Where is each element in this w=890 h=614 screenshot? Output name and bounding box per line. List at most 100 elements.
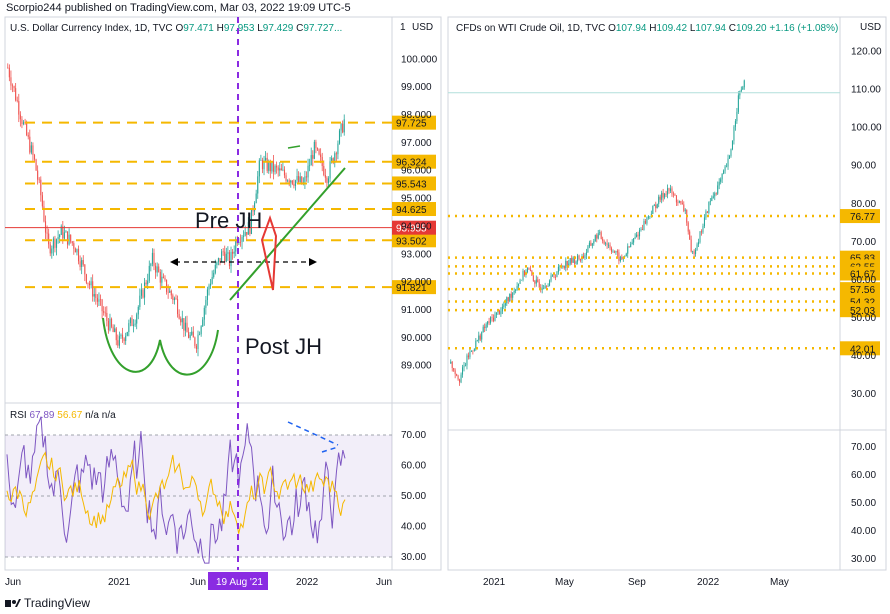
- right-change: +1.16 (+1.08%): [769, 23, 839, 34]
- right-candle: [575, 261, 577, 264]
- left-candle: [217, 258, 219, 263]
- right-rsi-tick: 30.00: [851, 554, 876, 565]
- right-candle: [610, 248, 613, 252]
- left-candle: [335, 153, 337, 155]
- left-candle: [323, 165, 325, 176]
- range-arrow-left-icon: [170, 258, 178, 266]
- right-candle: [677, 202, 679, 203]
- right-level-badge: [840, 303, 880, 318]
- left-candle: [142, 289, 144, 298]
- left-candle: [117, 340, 119, 346]
- left-open: 97.471: [183, 23, 214, 34]
- left-candle: [305, 176, 308, 178]
- right-candle: [512, 292, 514, 298]
- right-candle: [692, 251, 694, 253]
- left-candle: [266, 157, 268, 171]
- left-candle: [104, 312, 106, 314]
- left-candle: [313, 141, 315, 159]
- right-candle: [680, 201, 682, 203]
- left-level-badge: [392, 115, 436, 130]
- left-candle: [261, 160, 264, 170]
- left-candle: [189, 334, 191, 338]
- left-candle: [140, 289, 142, 296]
- left-candle: [51, 248, 53, 254]
- left-candle: [101, 299, 103, 312]
- right-candle: [621, 256, 623, 260]
- left-candle: [21, 119, 23, 124]
- left-candle: [156, 266, 158, 273]
- left-candle: [62, 226, 64, 239]
- left-candle: [26, 123, 28, 135]
- right-candle: [538, 282, 540, 288]
- right-candle: [698, 242, 700, 245]
- right-candle: [643, 221, 645, 231]
- left-candle: [82, 260, 84, 265]
- left-candle: [29, 136, 31, 153]
- right-candle: [661, 192, 663, 200]
- left-candle: [244, 232, 246, 236]
- right-candle: [584, 254, 586, 259]
- left-candle: [172, 295, 174, 301]
- right-candle: [593, 241, 595, 244]
- right-candle: [743, 80, 745, 88]
- left-price-tick: 89.000: [401, 361, 432, 372]
- left-level-label: 91.821: [396, 283, 427, 294]
- red-level-badge: [392, 220, 436, 235]
- right-candle: [675, 195, 677, 203]
- right-candle: [457, 375, 459, 380]
- left-candle: [13, 86, 15, 89]
- right-candle: [639, 229, 641, 237]
- right-candle: [627, 246, 629, 254]
- left-candle: [98, 299, 100, 302]
- right-candle: [562, 265, 564, 267]
- right-candle: [523, 270, 526, 276]
- right-candle: [636, 234, 638, 238]
- rsi-tick: 40.00: [401, 522, 426, 533]
- left-legend: U.S. Dollar Currency Index, 1D, TVC O97.…: [10, 23, 343, 34]
- left-candle: [164, 277, 166, 280]
- right-candle: [664, 193, 666, 198]
- right-price-tick: 120.00: [851, 47, 882, 58]
- right-candle: [553, 275, 555, 278]
- right-candle: [556, 272, 558, 278]
- left-candle: [114, 328, 116, 333]
- left-candle: [239, 241, 242, 243]
- left-candle: [92, 281, 94, 297]
- right-candle: [706, 211, 708, 213]
- left-candle: [316, 148, 319, 150]
- left-candle: [263, 160, 265, 170]
- left-candle: [35, 159, 37, 171]
- left-price-tick: 99.000: [401, 82, 432, 93]
- post-jh-label: Post JH: [245, 334, 322, 359]
- right-candle: [602, 238, 604, 242]
- right-candle: [665, 193, 667, 195]
- right-candle: [672, 193, 674, 195]
- left-candle: [184, 322, 186, 331]
- left-candle: [250, 209, 253, 234]
- left-candle: [66, 231, 69, 245]
- left-candle: [228, 252, 231, 267]
- right-candle: [484, 326, 486, 329]
- charts-canvas[interactable]: 97.725 96.324 95.543 94.625 93.502 91.821 93.9…: [0, 0, 890, 590]
- right-candle: [577, 255, 579, 262]
- right-candle: [624, 255, 626, 257]
- right-price-tick: 110.00: [851, 85, 881, 96]
- right-open: 107.94: [615, 23, 647, 34]
- left-candle: [11, 85, 14, 87]
- right-candle: [462, 367, 464, 375]
- left-candle: [191, 331, 193, 335]
- footer: TradingView: [0, 592, 890, 614]
- right-candle: [721, 173, 723, 180]
- right-candle: [646, 217, 648, 224]
- left-level-badge: [392, 233, 436, 248]
- right-candle: [737, 95, 739, 112]
- left-price-tick: 93.000: [401, 249, 432, 260]
- right-candle: [563, 265, 565, 268]
- left-candle: [257, 176, 259, 194]
- left-candle: [210, 283, 212, 286]
- left-candle: [123, 338, 125, 341]
- left-candle: [214, 264, 216, 273]
- right-candle: [600, 232, 602, 239]
- left-candle: [331, 158, 333, 162]
- right-candle: [730, 149, 732, 156]
